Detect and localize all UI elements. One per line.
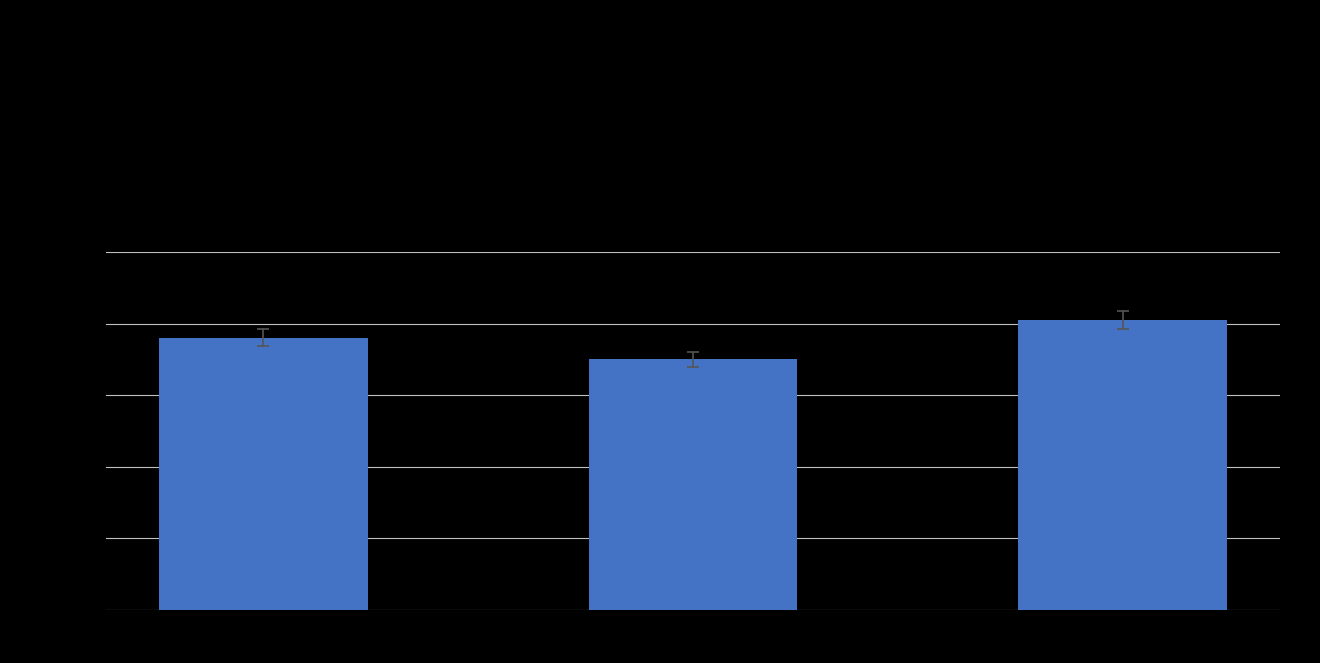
Title: Effects of Toxo XL in Villi /Crypt Depth: Effects of Toxo XL in Villi /Crypt Depth xyxy=(483,222,903,242)
Bar xyxy=(1018,320,1228,610)
Bar xyxy=(589,359,797,610)
Bar xyxy=(158,338,368,610)
